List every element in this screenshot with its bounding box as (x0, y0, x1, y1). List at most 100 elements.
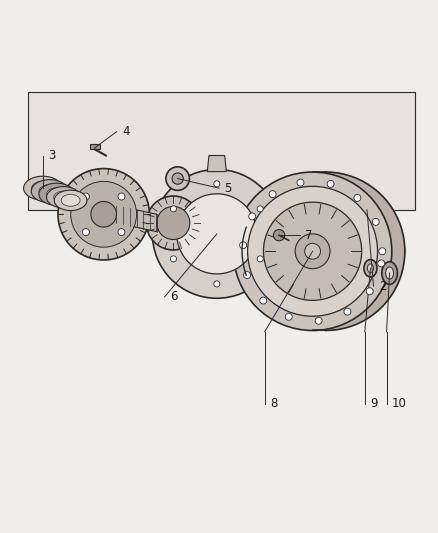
Polygon shape (381, 285, 397, 291)
Polygon shape (332, 326, 351, 328)
Polygon shape (370, 196, 387, 201)
Circle shape (152, 169, 281, 298)
Circle shape (285, 313, 292, 320)
Polygon shape (344, 179, 362, 181)
Polygon shape (338, 176, 357, 179)
Circle shape (146, 196, 200, 250)
Polygon shape (384, 217, 400, 223)
Text: 9: 9 (370, 397, 378, 410)
Ellipse shape (24, 176, 62, 200)
Polygon shape (90, 144, 100, 149)
Circle shape (379, 248, 386, 255)
Ellipse shape (54, 191, 74, 204)
Circle shape (315, 317, 322, 324)
Ellipse shape (386, 267, 393, 279)
Circle shape (273, 230, 285, 241)
Circle shape (247, 187, 378, 316)
Polygon shape (391, 242, 405, 248)
Ellipse shape (61, 195, 80, 206)
Circle shape (214, 181, 220, 187)
Circle shape (71, 181, 137, 247)
Text: 4: 4 (122, 125, 130, 138)
Ellipse shape (382, 262, 397, 284)
Ellipse shape (364, 260, 377, 277)
Circle shape (244, 272, 251, 279)
Text: 3: 3 (48, 149, 55, 162)
Circle shape (118, 193, 125, 200)
Circle shape (378, 260, 385, 267)
Polygon shape (378, 206, 394, 212)
Ellipse shape (31, 180, 68, 203)
Polygon shape (389, 267, 403, 273)
Polygon shape (391, 254, 405, 261)
Ellipse shape (39, 183, 74, 205)
Polygon shape (360, 188, 378, 192)
Circle shape (297, 179, 304, 186)
Ellipse shape (46, 187, 81, 208)
Polygon shape (390, 261, 404, 267)
Circle shape (327, 181, 334, 188)
Circle shape (172, 173, 184, 184)
Polygon shape (319, 172, 338, 173)
Polygon shape (28, 92, 415, 210)
Ellipse shape (46, 188, 67, 201)
Circle shape (118, 229, 125, 236)
Polygon shape (374, 296, 391, 301)
Circle shape (58, 168, 149, 260)
Polygon shape (370, 301, 387, 306)
Circle shape (82, 229, 89, 236)
Polygon shape (355, 314, 373, 318)
Polygon shape (360, 311, 378, 314)
Polygon shape (332, 174, 351, 176)
Circle shape (269, 191, 276, 198)
Circle shape (166, 167, 189, 190)
Circle shape (249, 213, 256, 220)
Circle shape (214, 281, 220, 287)
Polygon shape (378, 291, 394, 296)
Circle shape (233, 172, 392, 330)
Polygon shape (325, 173, 345, 174)
Circle shape (295, 234, 330, 269)
Text: 5: 5 (224, 182, 232, 195)
Polygon shape (387, 273, 402, 279)
Polygon shape (365, 306, 383, 311)
Polygon shape (387, 223, 402, 229)
Polygon shape (384, 279, 400, 285)
Polygon shape (338, 324, 357, 326)
Polygon shape (117, 206, 157, 232)
Circle shape (91, 201, 117, 227)
Circle shape (366, 288, 373, 295)
Polygon shape (350, 318, 368, 321)
Ellipse shape (367, 264, 374, 272)
Text: 2: 2 (379, 280, 386, 293)
Text: 6: 6 (170, 290, 177, 303)
Circle shape (305, 244, 321, 259)
Text: 7: 7 (305, 229, 312, 241)
Circle shape (82, 193, 89, 200)
Polygon shape (389, 229, 403, 236)
Ellipse shape (54, 190, 87, 211)
Polygon shape (381, 212, 397, 217)
Polygon shape (355, 184, 373, 188)
Circle shape (260, 297, 267, 304)
Text: 8: 8 (270, 397, 277, 410)
Circle shape (157, 206, 190, 239)
Circle shape (240, 241, 247, 249)
Polygon shape (207, 156, 226, 172)
Circle shape (170, 256, 177, 262)
Circle shape (257, 256, 263, 262)
Circle shape (344, 308, 351, 315)
Polygon shape (392, 248, 405, 254)
Text: 10: 10 (392, 397, 406, 410)
Ellipse shape (39, 184, 60, 198)
Ellipse shape (32, 181, 54, 195)
Circle shape (177, 194, 257, 274)
Polygon shape (390, 236, 404, 242)
Polygon shape (325, 328, 345, 329)
Circle shape (170, 206, 177, 212)
Polygon shape (374, 201, 391, 206)
Polygon shape (365, 192, 383, 196)
Circle shape (372, 219, 379, 225)
Circle shape (257, 206, 263, 212)
Polygon shape (319, 329, 338, 330)
